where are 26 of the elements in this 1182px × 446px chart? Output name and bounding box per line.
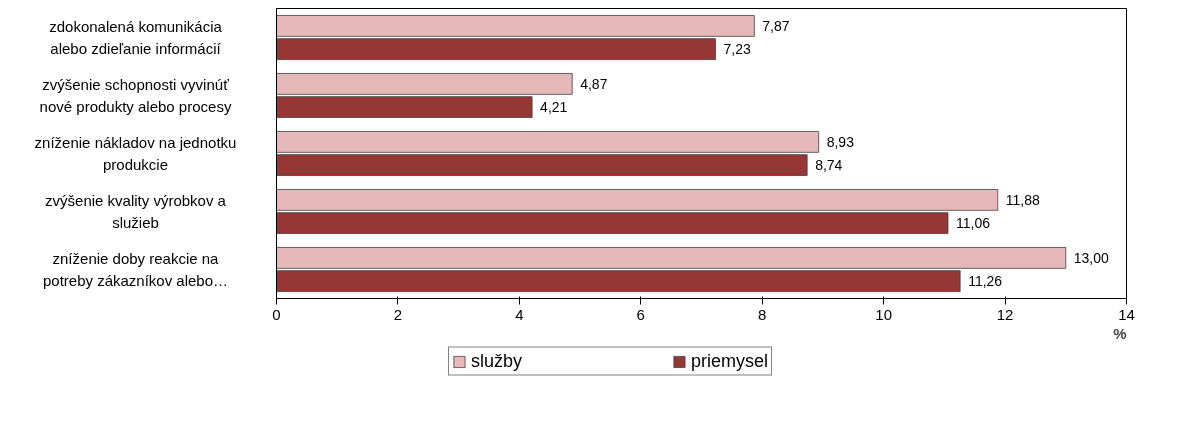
x-tick-label: 14 <box>1118 305 1135 323</box>
data-label: 11,06 <box>956 215 991 232</box>
data-label: 8,93 <box>826 133 855 150</box>
data-label: 8,74 <box>815 157 843 174</box>
x-tick-label: 10 <box>875 305 892 323</box>
data-label: 7,87 <box>762 17 790 34</box>
x-tick-label: 8 <box>758 305 767 323</box>
data-label: 4,87 <box>580 75 608 92</box>
y-tick-label: zvýšenie kvality výrobkov a služieb <box>45 191 227 232</box>
x-tick-label: 4 <box>515 305 524 323</box>
x-tick-label: 2 <box>393 305 403 323</box>
x-tick-label: 6 <box>636 305 645 323</box>
data-label: 7,23 <box>723 41 751 58</box>
x-axis-title: % <box>1113 324 1127 342</box>
x-tick-label: 0 <box>272 305 281 323</box>
x-tick-label: 12 <box>996 305 1014 323</box>
y-tick-label: zníženie nákladov na jednotku produkcie <box>34 133 237 174</box>
y-tick-label: zdokonalená komunikácia alebo zdieľanie informácií <box>49 17 223 58</box>
y-tick-label: zvýšenie schopnosti vyvinúť nové produkty alebo procesy <box>39 75 232 116</box>
legend-label: priemysel <box>691 350 769 372</box>
data-label: 11,88 <box>1005 191 1040 208</box>
data-label: 11,26 <box>968 273 1003 290</box>
legend-label: služby <box>470 350 522 372</box>
y-tick-label: zníženie doby reakcie na potreby zákazníkov alebo… <box>42 249 229 290</box>
data-label: 13,00 <box>1073 249 1110 266</box>
data-label: 4,21 <box>540 99 568 116</box>
